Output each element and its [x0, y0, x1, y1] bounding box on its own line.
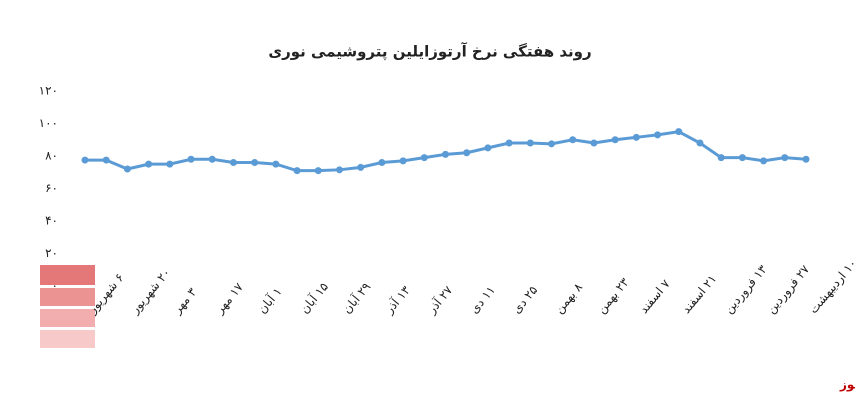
x-tick-label: ۲۷ فروردین: [764, 262, 813, 317]
point: [484, 144, 492, 152]
y-tick-label: ۸۰: [45, 149, 58, 163]
point: [293, 167, 301, 175]
x-tick-label: ۱ آبان: [254, 284, 284, 316]
point: [166, 160, 174, 168]
point: [717, 154, 725, 162]
chart-title: روند هفتگی نرخ آرتوزایلین پتروشیمی نوری: [268, 43, 591, 62]
point: [314, 167, 322, 175]
point: [802, 155, 810, 163]
point: [526, 139, 534, 147]
source: بورس نیوز: [839, 378, 855, 393]
point: [463, 149, 471, 157]
point: [569, 136, 577, 144]
y-tick-label: ۰: [52, 279, 58, 293]
point: [590, 139, 598, 147]
point: [654, 131, 662, 139]
point: [675, 128, 683, 136]
x-tick-label: ۱۰ اردیبهشت: [806, 256, 855, 316]
point: [187, 155, 195, 163]
y-tick-label: ۶۰: [45, 181, 58, 195]
point: [442, 150, 449, 158]
point: [760, 157, 768, 165]
point: [548, 140, 556, 148]
y-tick-label: ۱۰۰: [39, 116, 58, 130]
point: [272, 160, 280, 168]
point: [505, 139, 513, 147]
x-tick-label: ۲۳ بهمن: [594, 275, 633, 317]
point: [781, 154, 789, 162]
point: [251, 159, 259, 166]
point: [335, 166, 343, 174]
logo: [40, 265, 95, 348]
x-tick-label: ۲۷ آذر: [423, 282, 456, 317]
x-tick-label: ۲۵ دی: [509, 283, 540, 316]
point: [378, 159, 386, 166]
point: [208, 155, 216, 163]
point: [420, 154, 428, 162]
point: [611, 136, 619, 144]
point: [102, 156, 110, 164]
x-tick-label: ۱۵ آبان: [297, 279, 332, 316]
x-tick-label: ۸ بهمن: [552, 280, 586, 317]
x-tick-label: ۷ اسفند: [637, 276, 674, 316]
point: [738, 154, 746, 162]
x-tick-label: ۲۹ آبان: [339, 279, 374, 316]
point: [632, 133, 640, 141]
point: [145, 160, 153, 168]
y-tick-label: ۲۰: [45, 246, 58, 260]
point: [399, 157, 407, 165]
x-tick-label: ۱۳ آذر: [381, 282, 414, 317]
y-tick-label: ۱۲۰: [39, 84, 58, 98]
point: [81, 156, 89, 164]
point: [123, 165, 131, 173]
y-tick-label: ۴۰: [45, 214, 58, 228]
x-tick-label: ۲۱ اسفند: [679, 272, 719, 316]
x-tick-label: ۳ مهر: [169, 285, 200, 318]
point: [229, 159, 237, 166]
x-tick-label: ۱۱ دی: [467, 283, 498, 316]
x-tick-label: ۲۰ شهریور: [127, 266, 174, 318]
point: [357, 163, 365, 171]
x-tick-label: ۱۷ مهر: [212, 280, 247, 318]
x-tick-label: ۱۳ فروردین: [721, 262, 770, 317]
point: [696, 139, 704, 147]
